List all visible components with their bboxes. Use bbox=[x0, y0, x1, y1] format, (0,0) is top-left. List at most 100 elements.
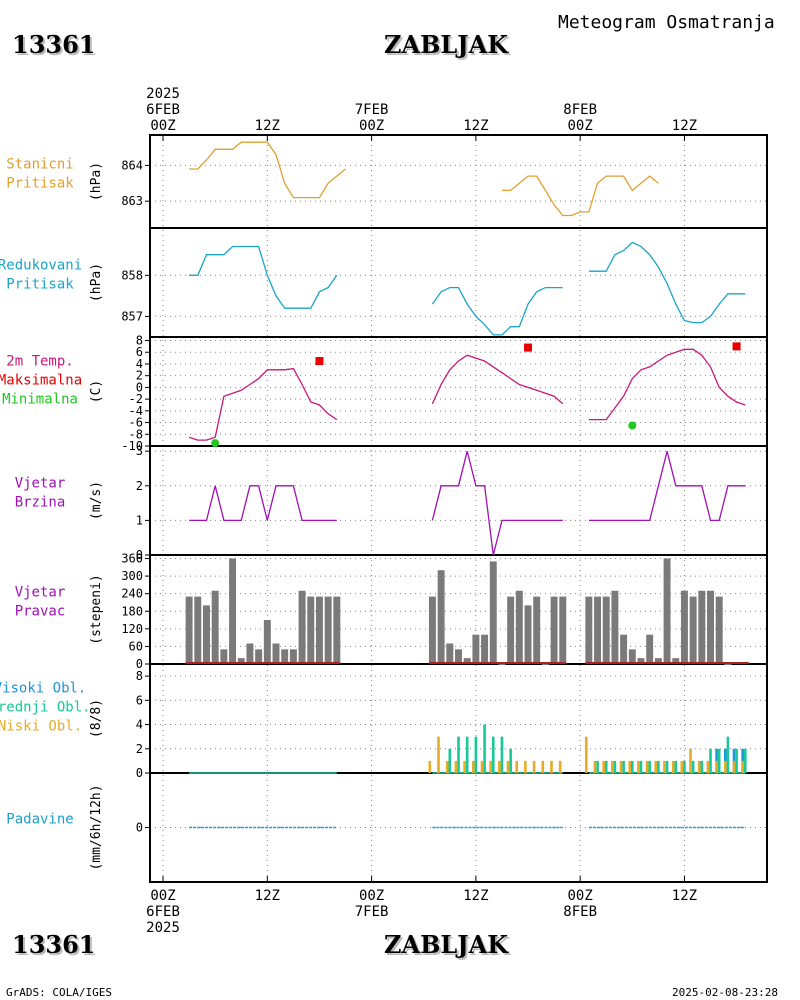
wind-direction-bar bbox=[194, 596, 202, 664]
panel-label: Redukovani bbox=[0, 258, 82, 274]
wind-direction-bar bbox=[463, 658, 471, 664]
temperature-line bbox=[188, 367, 338, 441]
mid-cloud-bar bbox=[717, 748, 721, 773]
y-tick-label: 120 bbox=[121, 622, 143, 636]
temperature-line bbox=[431, 354, 564, 405]
wind-speed-line bbox=[189, 485, 337, 522]
y-tick-label: 240 bbox=[121, 587, 143, 601]
wind-direction-bar bbox=[507, 596, 515, 664]
low-cloud-bar bbox=[611, 760, 614, 773]
max-temp-marker bbox=[315, 357, 324, 366]
y-tick-label: 60 bbox=[129, 639, 143, 653]
y-tick-label: 0 bbox=[136, 548, 143, 562]
low-cloud-bar bbox=[428, 760, 432, 773]
y-tick-label: 8 bbox=[136, 334, 143, 348]
wind-direction-bar bbox=[707, 590, 714, 664]
wind-direction-bar bbox=[281, 649, 289, 664]
y-axis-unit: (hPa) bbox=[89, 162, 104, 201]
low-cloud-bar bbox=[663, 760, 666, 773]
panel-frame bbox=[149, 134, 768, 229]
x-tick-label-bottom: 00Z bbox=[150, 888, 175, 904]
mid-cloud-bar bbox=[483, 724, 486, 773]
panel-label: Brzina bbox=[15, 495, 66, 511]
mid-cloud-bar bbox=[700, 760, 704, 773]
panel-label: Srednji Obl. bbox=[0, 700, 91, 716]
wind-direction-bar bbox=[315, 596, 323, 664]
wind-direction-bar bbox=[263, 620, 271, 664]
y-tick-label: 360 bbox=[121, 552, 143, 566]
y-axis-unit: (stepeni) bbox=[89, 574, 104, 644]
y-tick-label: 1 bbox=[136, 513, 143, 527]
wind-direction-bar bbox=[289, 649, 297, 664]
min-temp-marker bbox=[211, 439, 220, 448]
wind-direction-bar bbox=[203, 605, 210, 664]
x-tick-label-top: 6FEB bbox=[146, 102, 180, 118]
y-tick-label: 0 bbox=[136, 766, 143, 780]
y-tick-label: 3 bbox=[136, 444, 143, 458]
wind-direction-bar bbox=[455, 649, 462, 664]
wind-direction-bar bbox=[550, 596, 558, 664]
wind-direction-bar bbox=[481, 634, 489, 664]
wind-direction-bar bbox=[654, 658, 662, 664]
wind-direction-bar bbox=[498, 664, 506, 665]
mid-cloud-bar bbox=[457, 736, 460, 773]
wind-direction-bar bbox=[489, 561, 497, 664]
wind-direction-bar bbox=[437, 570, 445, 664]
timestamp-text: 2025-02-08-23:28 bbox=[672, 986, 778, 999]
low-cloud-bar bbox=[732, 760, 736, 773]
wind-direction-bar bbox=[446, 643, 454, 664]
low-cloud-bar bbox=[602, 760, 605, 773]
x-tick-label-top: 00Z bbox=[568, 118, 593, 134]
y-tick-label: 180 bbox=[121, 604, 143, 618]
station-name-top: ZABLJAK bbox=[384, 30, 509, 59]
wind-direction-bar bbox=[646, 634, 654, 664]
low-cloud-bar bbox=[584, 736, 588, 773]
wind-direction-bar bbox=[559, 596, 567, 664]
low-cloud-bar bbox=[541, 760, 545, 773]
mid-cloud-bar bbox=[448, 748, 452, 773]
mid-cloud-bar bbox=[622, 760, 625, 773]
wind-speed-line bbox=[588, 451, 746, 522]
mid-cloud-bar bbox=[630, 760, 634, 773]
mid-cloud-bar bbox=[500, 736, 504, 773]
y-axis-unit: (hPa) bbox=[89, 263, 104, 302]
low-cloud-bar bbox=[715, 760, 718, 773]
wind-direction-bar bbox=[220, 649, 228, 664]
y-tick-label: 0 bbox=[136, 657, 143, 671]
station-pressure-line bbox=[189, 141, 346, 199]
reduced-pressure-line bbox=[189, 245, 338, 309]
low-cloud-bar bbox=[532, 760, 536, 773]
panel-label: Vjetar bbox=[15, 585, 66, 601]
x-tick-label-bottom: 00Z bbox=[568, 888, 593, 904]
mid-cloud-bar bbox=[474, 736, 478, 773]
low-cloud-bar bbox=[454, 760, 458, 773]
meteogram-title: Meteogram Osmatranja bbox=[558, 12, 775, 33]
low-cloud-bar bbox=[480, 760, 484, 773]
wind-direction-bar bbox=[298, 590, 306, 664]
y-tick-label: 2 bbox=[136, 479, 143, 493]
min-temp-marker bbox=[628, 421, 637, 430]
mid-cloud-bar bbox=[743, 748, 747, 773]
low-cloud-bar bbox=[689, 748, 692, 773]
x-tick-label-bottom: 12Z bbox=[255, 888, 280, 904]
y-axis-unit: (C) bbox=[89, 380, 104, 403]
temperature-line bbox=[588, 348, 746, 421]
wind-direction-bar bbox=[524, 605, 532, 664]
wind-direction-bar bbox=[324, 596, 332, 664]
low-cloud-bar bbox=[506, 760, 510, 773]
y-tick-label: 857 bbox=[121, 309, 143, 323]
low-cloud-bar bbox=[671, 760, 675, 773]
panel-label: Minimalna bbox=[2, 392, 78, 408]
wind-direction-bar bbox=[333, 596, 341, 664]
wind-direction-bar bbox=[611, 590, 619, 664]
low-cloud-bar bbox=[706, 760, 710, 773]
x-tick-label-bottom: 6FEB bbox=[146, 904, 180, 920]
y-tick-label: 6 bbox=[136, 693, 143, 707]
station-id-bottom: 13361 bbox=[12, 930, 96, 959]
y-tick-label: 0 bbox=[136, 380, 143, 394]
x-tick-label-top: 8FEB bbox=[563, 102, 597, 118]
wind-direction-bar bbox=[246, 643, 254, 664]
wind-direction-bar bbox=[541, 664, 549, 665]
